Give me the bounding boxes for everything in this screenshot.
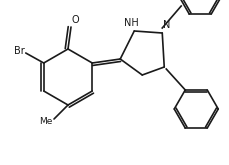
Text: O: O [71,15,79,25]
Text: NH: NH [123,18,138,28]
Text: Me: Me [39,116,52,126]
Text: N: N [162,20,169,30]
Text: Br: Br [14,46,25,56]
